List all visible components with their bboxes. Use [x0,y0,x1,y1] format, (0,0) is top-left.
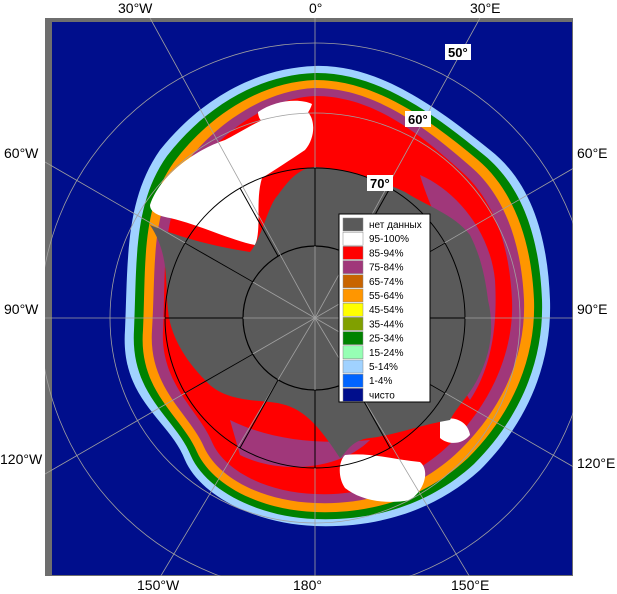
legend-label: 25-34% [369,334,404,345]
legend-label: 85-94% [369,248,404,259]
legend-label: 45-54% [369,305,404,316]
lon-label-120e: 120°E [577,455,615,471]
legend-label: чисто [369,390,395,401]
graticule [45,18,573,576]
lon-label-150e: 150°E [451,577,489,593]
ice-patch-95-100-weddell [150,108,314,245]
legend-label: 35-44% [369,319,404,330]
lat-label-70-box [367,175,393,191]
legend: нет данных 95-100% 85-94% 75-84% 65-74% 55-64… [338,213,431,403]
ice-patch-95-100-east [440,418,470,443]
legend-swatch [342,359,364,374]
legend-swatch [342,388,364,402]
legend-swatch [342,260,364,274]
lon-label-180: 180° [293,577,322,593]
lon-label-90e: 90°E [577,301,608,317]
lon-label-30e: 30°E [470,0,501,16]
ice-patch-75-84-south [230,420,370,467]
lat-label-60: 60° [408,112,428,127]
legend-swatch [342,373,364,388]
legend-label: нет данных [369,220,422,231]
legend-swatch [342,302,364,317]
legend-swatch [342,331,364,345]
lon-label-120w: 120°W [0,451,43,467]
legend-label: 15-24% [369,348,404,359]
lat-label-50: 50° [448,45,468,60]
lat-label-70: 70° [370,176,390,191]
lat-label-60-box [405,111,431,127]
lon-label-60e: 60°E [577,145,608,161]
legend-label: 65-74% [369,277,404,288]
legend-label: 95-100% [369,234,409,245]
lat-label-50-box [445,44,471,60]
lon-label-150w: 150°W [137,577,180,593]
legend-swatch [342,217,364,232]
legend-swatch [342,274,364,289]
lon-label-30w: 30°W [118,0,153,16]
legend-swatch [342,246,364,260]
legend-label: 75-84% [369,263,404,274]
legend-label: 55-64% [369,291,404,302]
lon-label-90w: 90°W [4,301,39,317]
legend-swatch [342,231,364,246]
legend-label: 1-4% [369,376,392,387]
legend-label: 5-14% [369,362,398,373]
legend-swatch [342,317,364,331]
legend-swatch [342,345,364,360]
lon-label-0: 0° [309,0,322,16]
legend-swatch [342,288,364,303]
latitude-labels: 50° 60° 70° [367,44,471,191]
ice-patch-95-100-north [258,100,312,128]
lon-label-60w: 60°W [4,145,39,161]
